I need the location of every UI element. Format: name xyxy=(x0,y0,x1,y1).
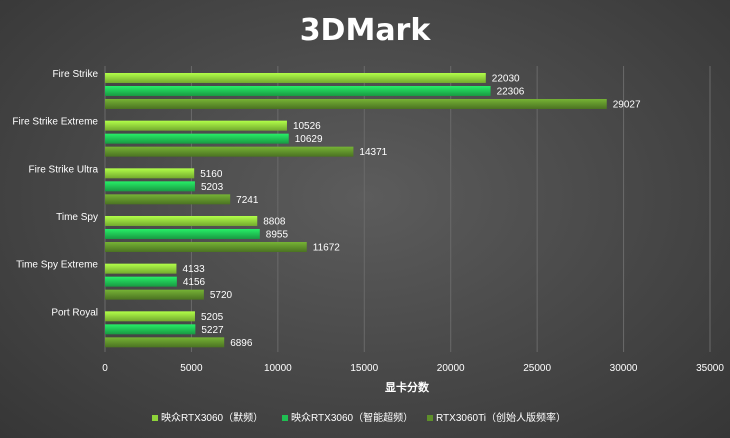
data-label: 10526 xyxy=(293,121,321,132)
legend-label: RTX3060Ti（创始人版频率） xyxy=(436,411,566,424)
data-label: 10629 xyxy=(295,134,323,145)
data-label: 4133 xyxy=(182,264,205,275)
bar xyxy=(105,120,287,131)
x-tick-labels: 0 5000 10000 15000 20000 25000 30000 35000 xyxy=(102,363,724,374)
x-tick-label: 0 xyxy=(102,363,108,374)
bar xyxy=(105,181,195,192)
data-label: 29027 xyxy=(613,100,641,111)
bar xyxy=(105,229,260,239)
data-label: 5205 xyxy=(201,312,224,323)
bar xyxy=(105,276,177,287)
legend-swatch xyxy=(282,415,288,421)
x-tick-label: 30000 xyxy=(610,363,638,374)
data-label: 7241 xyxy=(236,195,259,206)
data-label: 14371 xyxy=(359,147,387,158)
bar xyxy=(105,324,196,335)
x-tick-label: 25000 xyxy=(523,363,551,374)
legend-swatch xyxy=(427,415,433,421)
data-label: 8808 xyxy=(263,217,286,228)
bar xyxy=(105,216,258,226)
category-label: Fire Strike Ultra xyxy=(29,164,99,175)
x-tick-label: 35000 xyxy=(696,363,724,374)
category-label: Time Spy Extreme xyxy=(16,260,98,271)
x-tick-label: 20000 xyxy=(437,363,465,374)
data-label: 6896 xyxy=(230,338,253,349)
bar xyxy=(105,73,486,83)
category-label: Port Royal xyxy=(51,307,98,318)
legend-swatch xyxy=(152,415,158,421)
x-axis-title: 显卡分数 xyxy=(385,380,430,394)
bar xyxy=(105,263,177,274)
data-label: 5227 xyxy=(201,325,224,336)
x-tick-label: 10000 xyxy=(264,363,292,374)
bar xyxy=(105,146,354,157)
data-labels: 22030 22306 29027 10526 10629 14371 5160 5203 72… xyxy=(182,74,641,349)
x-tick-label: 5000 xyxy=(180,363,203,374)
bar xyxy=(105,311,195,322)
data-label: 5203 xyxy=(201,182,224,193)
data-label: 8955 xyxy=(266,230,289,241)
bar xyxy=(105,194,231,205)
bar xyxy=(105,86,491,96)
category-labels: Fire Strike Fire Strike Extreme Fire Strik… xyxy=(12,69,98,318)
legend-label: 映众RTX3060（智能超频） xyxy=(291,411,413,424)
bar xyxy=(105,99,607,109)
category-label: Fire Strike Extreme xyxy=(12,117,98,128)
bars xyxy=(105,73,607,348)
x-tick-label: 15000 xyxy=(350,363,378,374)
data-label: 11672 xyxy=(313,243,341,254)
bar xyxy=(105,168,195,179)
data-label: 4156 xyxy=(183,277,206,288)
chart-title: 3DMark xyxy=(300,13,432,48)
bar xyxy=(105,337,225,348)
bar xyxy=(105,289,204,300)
category-label: Fire Strike xyxy=(52,69,98,80)
legend: 映众RTX3060（默频） 映众RTX3060（智能超频） RTX3060Ti（创始… xyxy=(152,411,566,424)
data-label: 22030 xyxy=(492,74,520,85)
legend-label: 映众RTX3060（默频） xyxy=(161,411,263,424)
data-label: 22306 xyxy=(497,87,525,98)
bar xyxy=(105,242,307,252)
data-label: 5160 xyxy=(200,169,223,180)
bar xyxy=(105,133,289,144)
category-label: Time Spy xyxy=(56,212,98,223)
grid xyxy=(104,66,711,352)
data-label: 5720 xyxy=(210,290,233,301)
